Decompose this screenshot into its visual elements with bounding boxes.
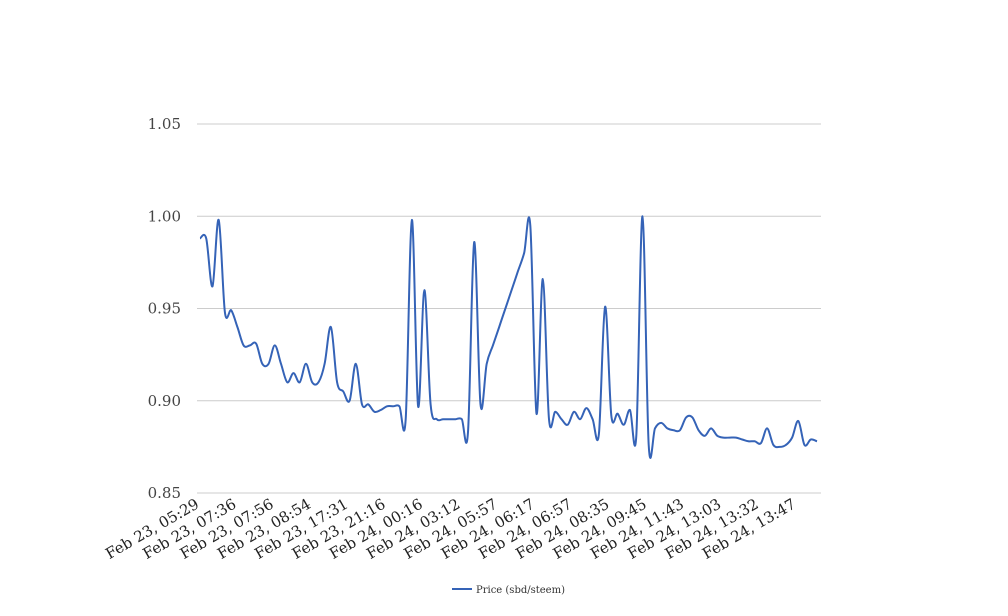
legend: Price (sbd/steem) [452, 585, 565, 596]
y-tick-label: 0.85 [148, 484, 181, 502]
grid-layer [197, 123, 821, 494]
y-axis-ticks: 1.05 1.00 0.95 0.90 0.85 [148, 115, 181, 502]
y-tick-label: 0.90 [148, 392, 181, 410]
y-tick-label: 1.05 [148, 115, 181, 133]
y-tick-label: 0.95 [148, 300, 181, 318]
series-line-price [199, 215, 818, 459]
series-layer [199, 215, 818, 459]
legend-label: Price (sbd/steem) [476, 585, 565, 596]
y-tick-label: 1.00 [148, 207, 181, 225]
